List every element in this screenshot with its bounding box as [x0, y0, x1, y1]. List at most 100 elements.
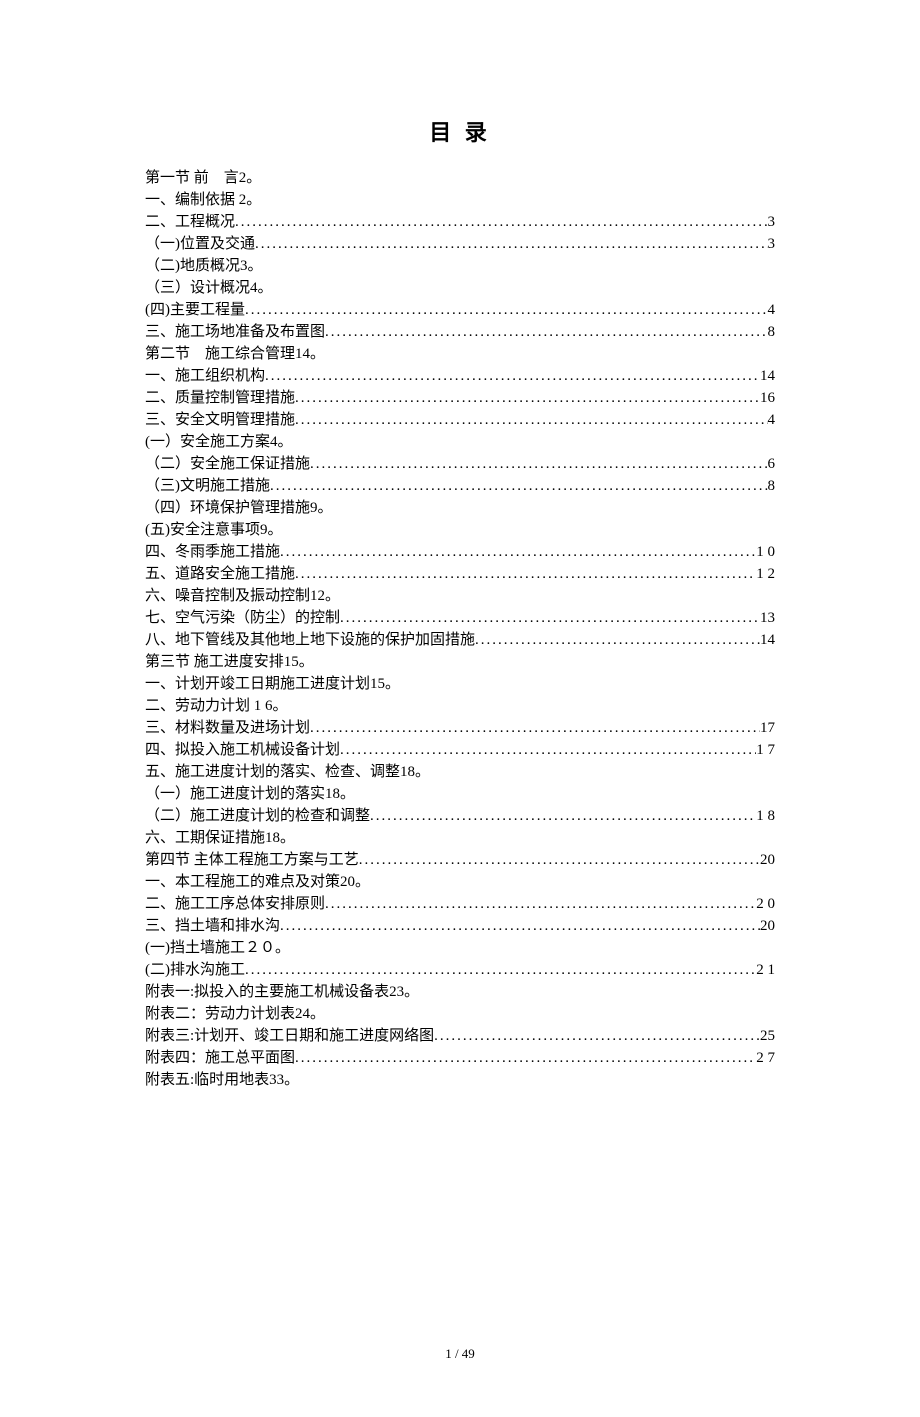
- toc-label: 八、地下管线及其他地上地下设施的保护加固措施: [145, 629, 475, 651]
- toc-page-number: 13: [760, 607, 775, 629]
- toc-entry: 六、噪音控制及振动控制12。: [145, 585, 775, 607]
- toc-label: (二)排水沟施工: [145, 959, 245, 981]
- toc-leader: [295, 1047, 756, 1062]
- toc-entry: 附表四：施工总平面图 2 7: [145, 1047, 775, 1069]
- toc-label: 四、冬雨季施工措施: [145, 541, 280, 563]
- toc-leader: [325, 893, 756, 908]
- toc-leader: [359, 849, 760, 864]
- toc-entry: 一、编制依据 2。: [145, 189, 775, 211]
- toc-leader: [310, 717, 760, 732]
- toc-leader: [434, 1025, 760, 1040]
- toc-label: 七、空气污染（防尘）的控制: [145, 607, 340, 629]
- toc-page-number: 1 7: [756, 739, 775, 761]
- toc-leader: [295, 563, 756, 578]
- toc-leader: [325, 321, 767, 336]
- toc-label: 附表四：施工总平面图: [145, 1047, 295, 1069]
- toc-label: 二、施工工序总体安排原则: [145, 893, 325, 915]
- toc-label: （三)文明施工措施: [145, 475, 270, 497]
- toc-page-number: 14: [760, 365, 775, 387]
- toc-label: (四)主要工程量: [145, 299, 245, 321]
- toc-leader: [255, 233, 768, 248]
- page-title: 目 录: [145, 115, 775, 147]
- toc-entry: （三)文明施工措施 8: [145, 475, 775, 497]
- toc-page-number: 3: [768, 211, 776, 233]
- toc-page-number: 2 1: [756, 959, 775, 981]
- toc-entry: (四)主要工程量 4: [145, 299, 775, 321]
- toc-entry: （一）施工进度计划的落实18。: [145, 783, 775, 805]
- toc-entry: 附表二：劳动力计划表24。: [145, 1003, 775, 1025]
- toc-page-number: 1 8: [756, 805, 775, 827]
- toc-leader: [370, 805, 756, 820]
- toc-entry: 附表一:拟投入的主要施工机械设备表23。: [145, 981, 775, 1003]
- toc-page-number: 20: [760, 915, 775, 937]
- toc-entry: 六、工期保证措施18。: [145, 827, 775, 849]
- toc-leader: [295, 409, 767, 424]
- toc-entry: 一、计划开竣工日期施工进度计划15。: [145, 673, 775, 695]
- toc-leader: [245, 959, 756, 974]
- toc-label: 三、挡土墙和排水沟: [145, 915, 280, 937]
- toc-leader: [280, 915, 760, 930]
- toc-entry: （一)位置及交通 3: [145, 233, 775, 255]
- toc-leader: [265, 365, 760, 380]
- toc-entry: 四、冬雨季施工措施 1 0: [145, 541, 775, 563]
- toc-page-number: 3: [768, 233, 776, 255]
- toc-leader: [235, 211, 767, 226]
- toc-entry: (二)排水沟施工 2 1: [145, 959, 775, 981]
- toc-page-number: 4: [768, 299, 776, 321]
- toc-page-number: 4: [768, 409, 776, 431]
- toc-entry: 三、施工场地准备及布置图8: [145, 321, 775, 343]
- toc-entry: 第三节 施工进度安排15。: [145, 651, 775, 673]
- toc-entry: 三、挡土墙和排水沟 20: [145, 915, 775, 937]
- toc-page-number: 1 0: [756, 541, 775, 563]
- toc-page-number: 6: [768, 453, 776, 475]
- toc-label: 二、质量控制管理措施: [145, 387, 295, 409]
- toc-leader: [270, 475, 768, 490]
- toc-page-number: 8: [768, 321, 776, 343]
- toc-page-number: 16: [760, 387, 775, 409]
- toc-entry: 二、质量控制管理措施 16: [145, 387, 775, 409]
- toc-label: （二）安全施工保证措施: [145, 453, 310, 475]
- toc-entry: （四）环境保护管理措施9。: [145, 497, 775, 519]
- table-of-contents: 第一节 前 言2。一、编制依据 2。二、工程概况3（一)位置及交通3（二)地质概…: [145, 167, 775, 1091]
- toc-leader: [340, 739, 756, 754]
- toc-page-number: 14: [760, 629, 775, 651]
- toc-entry: （二）施工进度计划的检查和调整 1 8: [145, 805, 775, 827]
- toc-leader: [310, 453, 767, 468]
- toc-label: 第四节 主体工程施工方案与工艺: [145, 849, 359, 871]
- toc-entry: 二、劳动力计划 1 6。: [145, 695, 775, 717]
- toc-entry: 一、施工组织机构 14: [145, 365, 775, 387]
- toc-leader: [340, 607, 760, 622]
- toc-leader: [475, 629, 760, 644]
- toc-entry: 二、工程概况3: [145, 211, 775, 233]
- toc-page-number: 20: [760, 849, 775, 871]
- toc-leader: [295, 387, 760, 402]
- toc-page-number: 17: [760, 717, 775, 739]
- toc-page-number: 1 2: [756, 563, 775, 585]
- toc-entry: 五、施工进度计划的落实、检查、调整18。: [145, 761, 775, 783]
- toc-label: 一、施工组织机构: [145, 365, 265, 387]
- toc-label: 五、道路安全施工措施: [145, 563, 295, 585]
- toc-leader: [245, 299, 768, 314]
- toc-label: 四、拟投入施工机械设备计划: [145, 739, 340, 761]
- toc-entry: 七、空气污染（防尘）的控制 13: [145, 607, 775, 629]
- toc-page-number: 2 0: [756, 893, 775, 915]
- toc-entry: 八、地下管线及其他地上地下设施的保护加固措施 14: [145, 629, 775, 651]
- toc-label: 三、安全文明管理措施: [145, 409, 295, 431]
- toc-entry: (五)安全注意事项9。: [145, 519, 775, 541]
- toc-leader: [280, 541, 756, 556]
- toc-entry: 五、道路安全施工措施 1 2: [145, 563, 775, 585]
- toc-entry: (一）安全施工方案4。: [145, 431, 775, 453]
- toc-entry: 四、拟投入施工机械设备计划 1 7: [145, 739, 775, 761]
- toc-entry: 第四节 主体工程施工方案与工艺 20: [145, 849, 775, 871]
- toc-page-number: 8: [768, 475, 776, 497]
- toc-entry: 附表五:临时用地表33。: [145, 1069, 775, 1091]
- toc-entry: 附表三:计划开、竣工日期和施工进度网络图25: [145, 1025, 775, 1047]
- toc-entry: 一、本工程施工的难点及对策20。: [145, 871, 775, 893]
- toc-label: （二）施工进度计划的检查和调整: [145, 805, 370, 827]
- toc-label: 附表三:计划开、竣工日期和施工进度网络图: [145, 1025, 434, 1047]
- toc-page-number: 2 7: [756, 1047, 775, 1069]
- toc-entry: （二）安全施工保证措施 6: [145, 453, 775, 475]
- toc-label: （一)位置及交通: [145, 233, 255, 255]
- toc-entry: (一)挡土墙施工２０。: [145, 937, 775, 959]
- toc-entry: 三、安全文明管理措施 4: [145, 409, 775, 431]
